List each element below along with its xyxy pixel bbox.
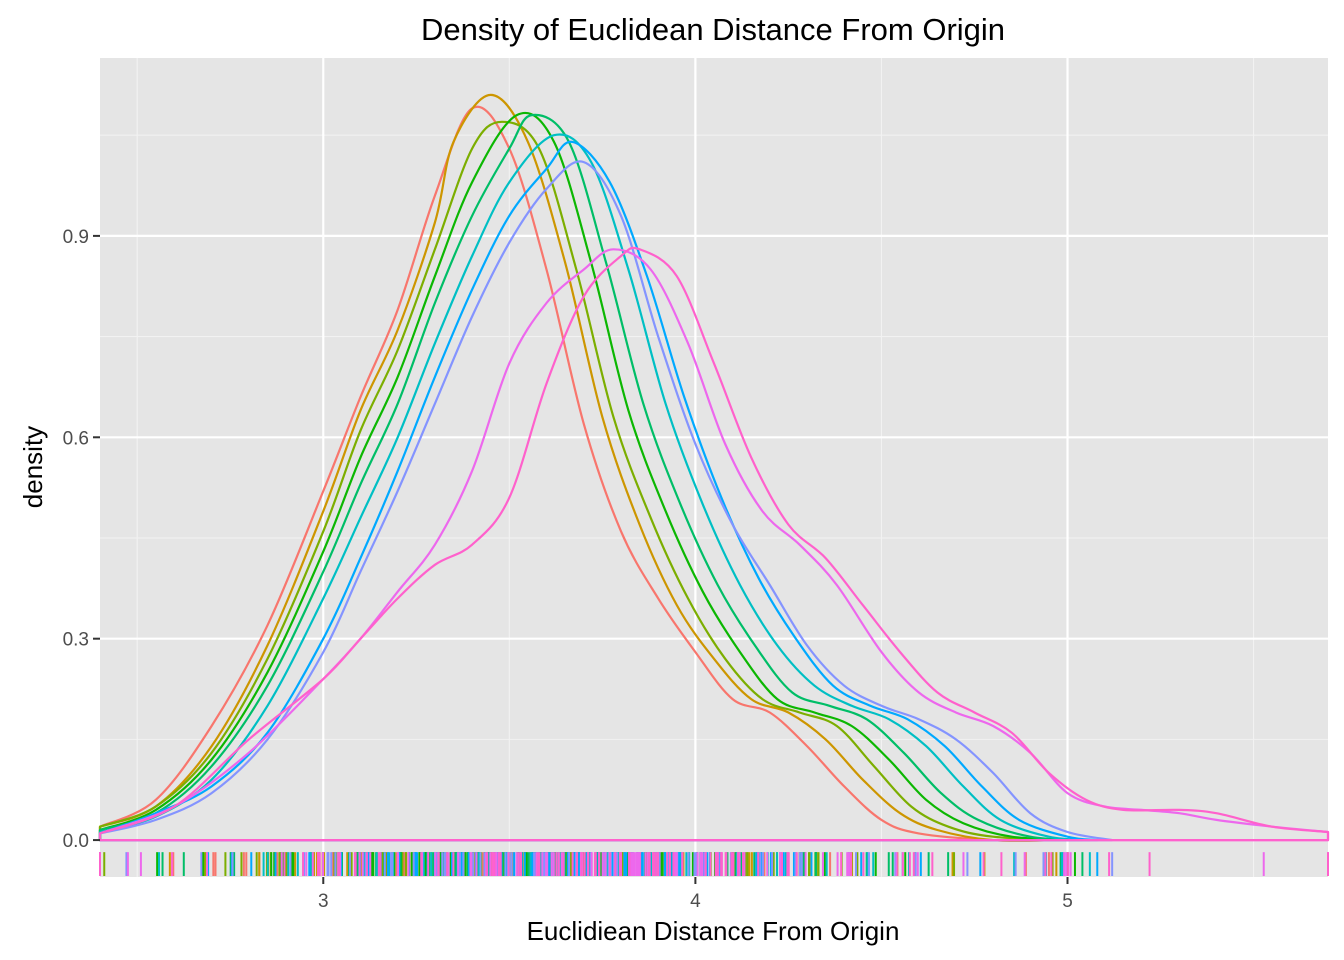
density-curve-1 (98, 105, 1050, 842)
density-curve-5 (98, 113, 1084, 842)
density-curve-8 (98, 160, 1114, 842)
density-curve-7 (98, 140, 1099, 842)
y-tick-label: 0.3 (63, 630, 89, 651)
density-curve-3 (98, 120, 1069, 842)
x-tick-label: 4 (690, 891, 701, 912)
y-axis-title: density (18, 426, 48, 508)
density-curves (98, 93, 1330, 842)
density-curve-6 (98, 133, 1091, 842)
rug (99, 852, 1329, 876)
plot-panel (100, 58, 1328, 877)
chart-title: Density of Euclidean Distance From Origi… (421, 12, 1005, 47)
density-curve-10 (98, 246, 1330, 842)
axes: 3 4 5 0.0 0.3 0.6 0.9 (63, 227, 1073, 912)
x-tick-label: 3 (318, 891, 329, 912)
x-axis-title: Euclidiean Distance From Origin (527, 916, 900, 946)
y-tick-label: 0.6 (63, 428, 89, 449)
density-curve-2 (98, 93, 1058, 842)
y-tick-label: 0.9 (63, 227, 89, 248)
y-tick-label: 0.0 (63, 831, 89, 852)
x-tick-label: 5 (1062, 891, 1073, 912)
